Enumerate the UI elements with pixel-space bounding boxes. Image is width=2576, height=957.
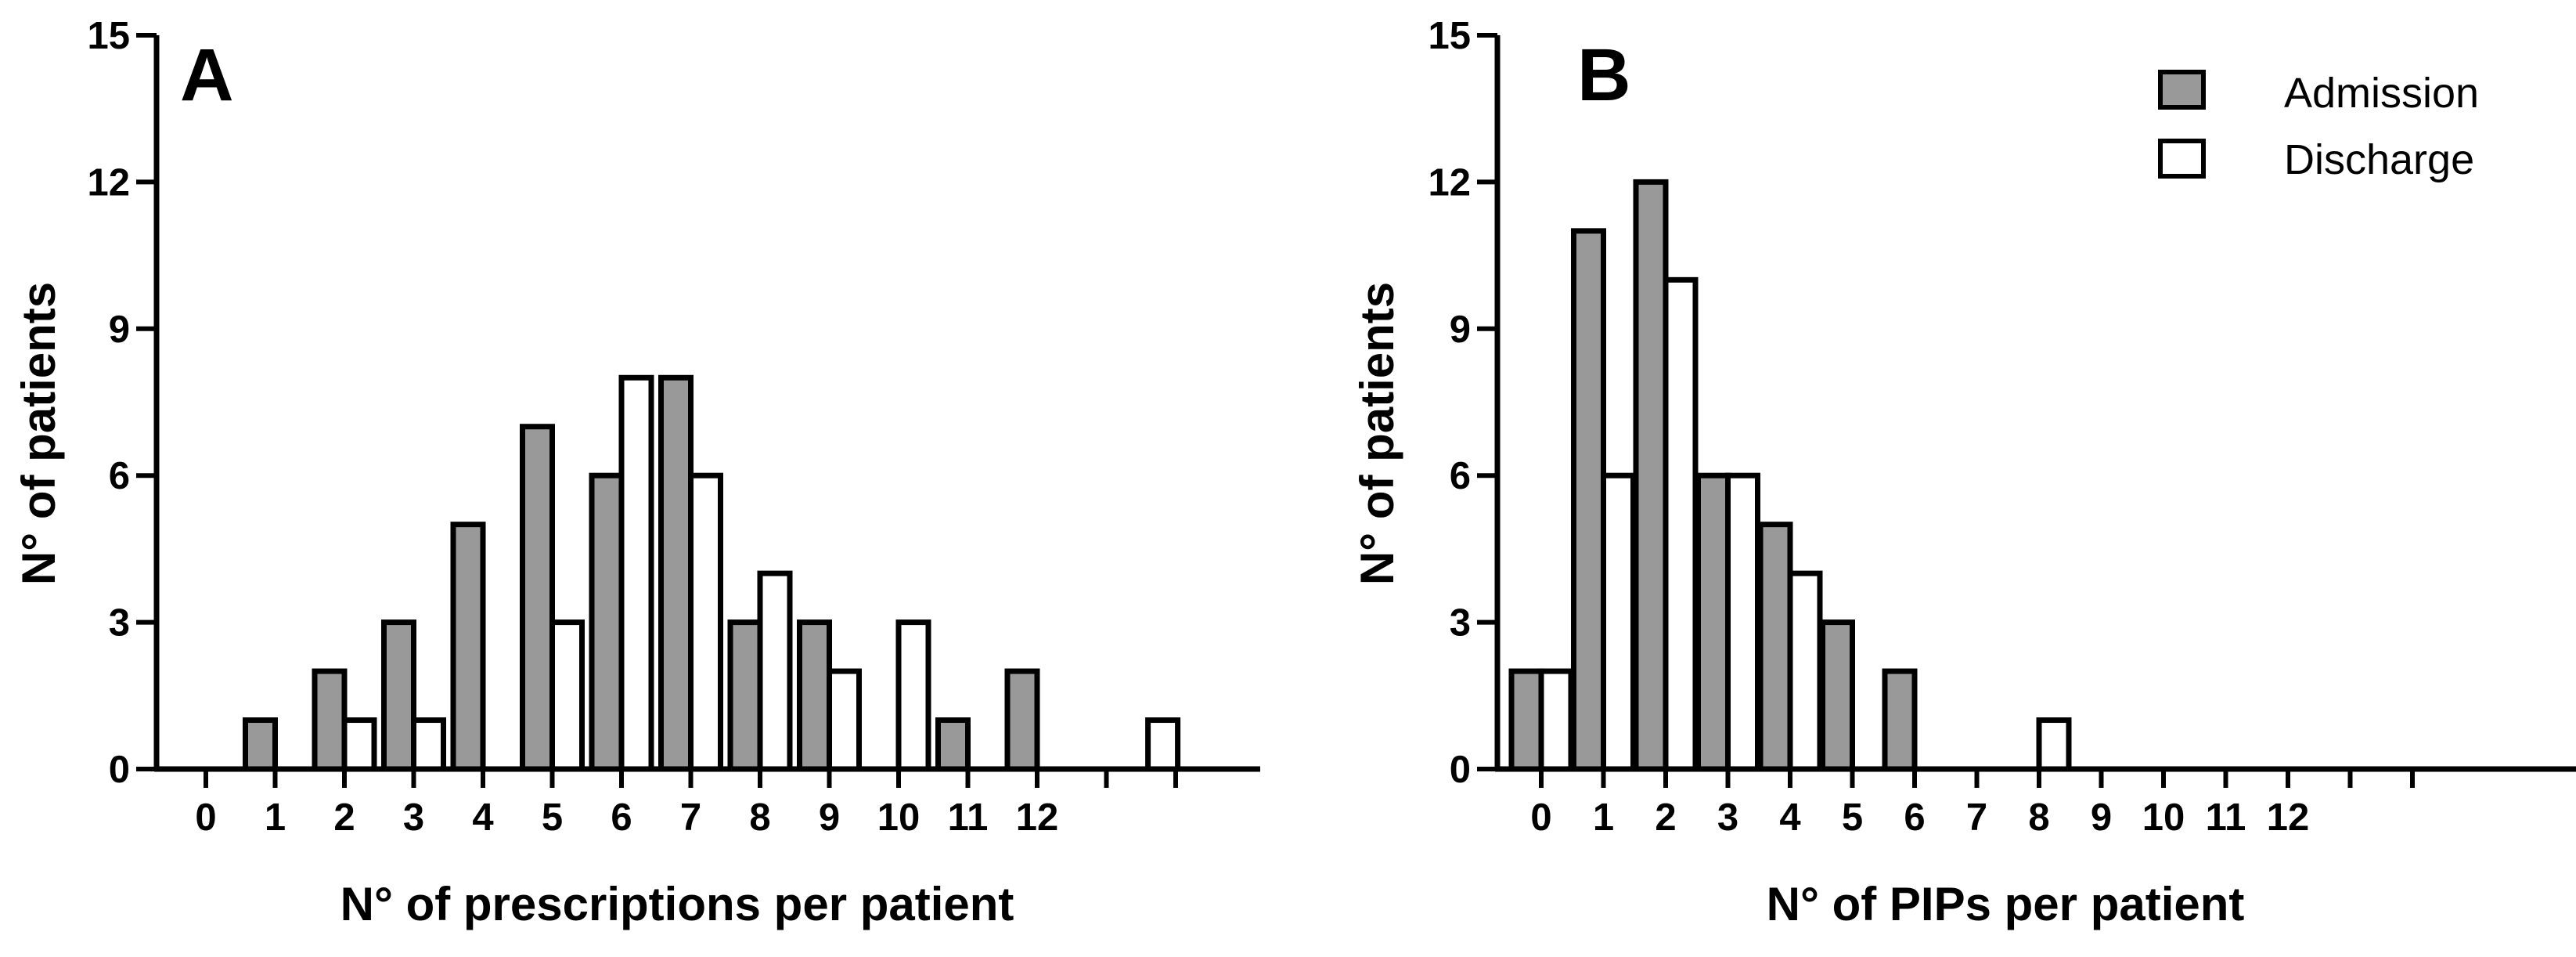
y-tick-label-3: 3 — [109, 602, 130, 645]
bar-discharge-3 — [411, 717, 446, 772]
bar-discharge-extra-0 — [1145, 717, 1181, 772]
x-tick-label-4: 4 — [1779, 796, 1800, 839]
bar-discharge-6 — [618, 374, 654, 772]
panel-label-b: B — [1577, 34, 1631, 117]
bar-admission-9 — [797, 619, 832, 772]
y-tick-label-12: 12 — [87, 161, 130, 204]
bar-discharge-0 — [1538, 668, 1574, 772]
bar-admission-7 — [658, 374, 694, 772]
x-tick-label-12: 12 — [2267, 796, 2310, 839]
legend-label-discharge: Discharge — [2284, 136, 2474, 183]
bar-discharge-1 — [1601, 472, 1636, 772]
bar-admission-3 — [381, 619, 416, 772]
x-tick-label-0: 0 — [195, 796, 216, 839]
y-axis-title: N° of patients — [13, 282, 65, 585]
bar-discharge-7 — [688, 472, 723, 772]
bar-discharge-2 — [1663, 276, 1699, 772]
bar-admission-12 — [1004, 668, 1040, 772]
y-tick-label-0: 0 — [109, 749, 130, 791]
bar-discharge-9 — [827, 668, 862, 772]
x-tick-label-1: 1 — [265, 796, 286, 839]
x-tick-label-6: 6 — [611, 796, 632, 839]
legend: Admission Discharge — [2158, 70, 2479, 183]
y-tick-label-9: 9 — [1450, 309, 1471, 351]
x-tick-label-3: 3 — [1717, 796, 1738, 839]
x-tick-label-8: 8 — [2028, 796, 2049, 839]
x-tick-label-11: 11 — [2206, 796, 2246, 839]
bar-discharge-5 — [549, 619, 585, 772]
bar-admission-5 — [520, 424, 555, 772]
bar-admission-0 — [1508, 668, 1544, 772]
x-tick-label-6: 6 — [1904, 796, 1925, 839]
x-tick-label-11: 11 — [948, 796, 989, 839]
bar-admission-1 — [243, 717, 278, 772]
x-tick-label-1: 1 — [1593, 796, 1614, 839]
x-tick-label-5: 5 — [1842, 796, 1863, 839]
x-tick-label-12: 12 — [1016, 796, 1059, 839]
bar-discharge-8 — [757, 570, 793, 772]
panel-label-a: A — [180, 34, 234, 117]
x-axis-title: N° of PIPs per patient — [1767, 878, 2245, 930]
bar-admission-11 — [935, 717, 971, 772]
bar-discharge-4 — [1787, 570, 1823, 772]
x-axis-title: N° of prescriptions per patient — [340, 878, 1014, 930]
bar-discharge-10 — [895, 619, 931, 772]
bar-admission-2 — [1633, 179, 1669, 772]
bar-admission-3 — [1695, 472, 1731, 772]
x-tick-label-9: 9 — [819, 796, 840, 839]
bar-admission-4 — [450, 522, 486, 772]
y-tick-label-0: 0 — [1450, 749, 1471, 791]
x-tick-label-7: 7 — [1966, 796, 1987, 839]
y-tick-label-6: 6 — [109, 455, 130, 497]
x-tick-label-5: 5 — [542, 796, 563, 839]
x-tick-label-2: 2 — [333, 796, 355, 839]
bar-admission-6 — [1882, 668, 1918, 772]
x-tick-label-2: 2 — [1655, 796, 1676, 839]
legend-swatch-admission — [2158, 70, 2206, 110]
x-tick-label-9: 9 — [2091, 796, 2112, 839]
x-tick-label-10: 10 — [2142, 796, 2185, 839]
bar-admission-6 — [589, 472, 625, 772]
y-tick-label-3: 3 — [1450, 602, 1471, 645]
bar-discharge-2 — [341, 717, 377, 772]
bar-admission-8 — [727, 619, 763, 772]
bar-admission-1 — [1571, 228, 1606, 772]
x-tick-label-0: 0 — [1530, 796, 1551, 839]
bar-discharge-3 — [1725, 472, 1760, 772]
x-tick-label-8: 8 — [749, 796, 770, 839]
y-tick-label-9: 9 — [109, 309, 130, 351]
bar-admission-2 — [312, 668, 348, 772]
x-tick-label-7: 7 — [680, 796, 701, 839]
bar-admission-4 — [1757, 522, 1793, 772]
y-tick-label-6: 6 — [1450, 455, 1471, 497]
x-tick-label-10: 10 — [877, 796, 921, 839]
x-tick-label-4: 4 — [472, 796, 493, 839]
y-tick-label-15: 15 — [1428, 15, 1471, 57]
x-tick-label-3: 3 — [403, 796, 424, 839]
bar-discharge-8 — [2036, 717, 2072, 772]
y-tick-label-12: 12 — [1428, 161, 1471, 204]
y-tick-label-15: 15 — [87, 15, 130, 57]
legend-label-admission: Admission — [2284, 70, 2479, 117]
bar-admission-5 — [1820, 619, 1855, 772]
y-axis-title: N° of patients — [1351, 282, 1403, 585]
legend-swatch-discharge — [2158, 139, 2206, 179]
